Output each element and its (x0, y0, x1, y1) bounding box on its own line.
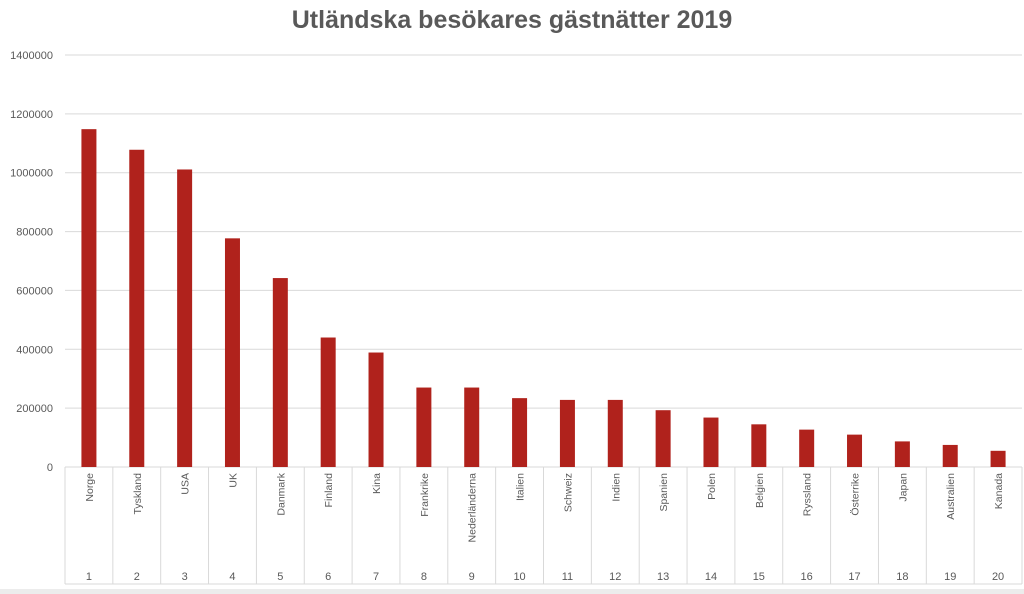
bar (464, 387, 480, 467)
bar (368, 352, 384, 467)
category-label: Österrike (850, 473, 862, 516)
bar (990, 450, 1006, 467)
rank-label: 5 (277, 571, 283, 583)
bars (81, 129, 1006, 467)
rank-label: 9 (469, 571, 475, 583)
bar (894, 441, 910, 467)
bottom-strip (0, 589, 1024, 594)
bar (177, 169, 193, 467)
y-tick-label: 1000000 (10, 168, 53, 180)
bar (751, 424, 767, 467)
category-label: USA (180, 473, 192, 495)
bar (703, 417, 719, 467)
rank-labels: 1 2 3 4 5 6 7 8 9 10 11 12 13 14 15 16 17 18 19 20 (86, 571, 1004, 583)
rank-label: 18 (896, 571, 908, 583)
rank-label: 10 (513, 571, 525, 583)
y-tick-label: 0 (47, 462, 53, 474)
category-table (64, 467, 1023, 585)
category-label: Danmark (275, 472, 287, 515)
category-label: Italien (515, 473, 527, 501)
category-label: Spanien (658, 473, 670, 512)
bar (512, 398, 528, 467)
rank-label: 12 (609, 571, 621, 583)
y-tick-label: 1200000 (10, 109, 53, 121)
y-tick-label: 400000 (16, 344, 53, 356)
rank-label: 7 (373, 571, 379, 583)
y-axis-tick-labels: 0 200000 400000 600000 800000 1000000 1200000 1… (10, 50, 53, 474)
category-label: Norge (84, 473, 96, 502)
category-label: Tyskland (132, 473, 144, 515)
rank-label: 4 (229, 571, 235, 583)
bar (416, 387, 432, 467)
bar (559, 399, 575, 467)
bar (320, 337, 336, 467)
rank-label: 19 (944, 571, 956, 583)
rank-label: 16 (801, 571, 813, 583)
category-label: Australien (945, 473, 957, 520)
bar (224, 238, 240, 467)
bar (655, 410, 671, 467)
rank-label: 8 (421, 571, 427, 583)
rank-label: 13 (657, 571, 669, 583)
y-tick-label: 200000 (16, 403, 53, 415)
category-label: Indien (610, 473, 622, 502)
y-tick-label: 600000 (16, 285, 53, 297)
rank-label: 1 (86, 571, 92, 583)
category-labels: Norge Tyskland USA UK Danmark Finland Kina Fran… (84, 472, 1005, 542)
category-label: Ryssland (802, 473, 814, 516)
rank-label: 6 (325, 571, 331, 583)
category-label: Kanada (993, 473, 1005, 509)
category-label: Polen (706, 473, 718, 500)
bar (129, 149, 145, 467)
bar (81, 129, 97, 467)
rank-label: 20 (992, 571, 1004, 583)
y-tick-label: 1400000 (10, 50, 53, 62)
bar (942, 444, 958, 467)
bar (607, 399, 623, 467)
rank-label: 15 (753, 571, 765, 583)
category-label: UK (227, 473, 239, 488)
category-label: Belgien (754, 473, 766, 508)
bar (799, 429, 815, 467)
rank-label: 17 (848, 571, 860, 583)
gridlines (65, 54, 1022, 468)
category-label: Frankrike (419, 473, 431, 517)
rank-label: 11 (562, 571, 573, 583)
y-tick-label: 800000 (16, 227, 53, 239)
category-label: Schweiz (562, 473, 574, 512)
category-label: Kina (371, 473, 383, 494)
bar (847, 434, 863, 467)
rank-label: 14 (705, 571, 717, 583)
chart-title: Utländska besökares gästnätter 2019 (291, 6, 733, 34)
category-label: Nederländerna (467, 473, 479, 543)
category-label: Japan (897, 473, 909, 502)
bar (272, 278, 288, 467)
rank-label: 2 (134, 571, 140, 583)
rank-label: 3 (182, 571, 188, 583)
category-label: Finland (323, 473, 335, 508)
